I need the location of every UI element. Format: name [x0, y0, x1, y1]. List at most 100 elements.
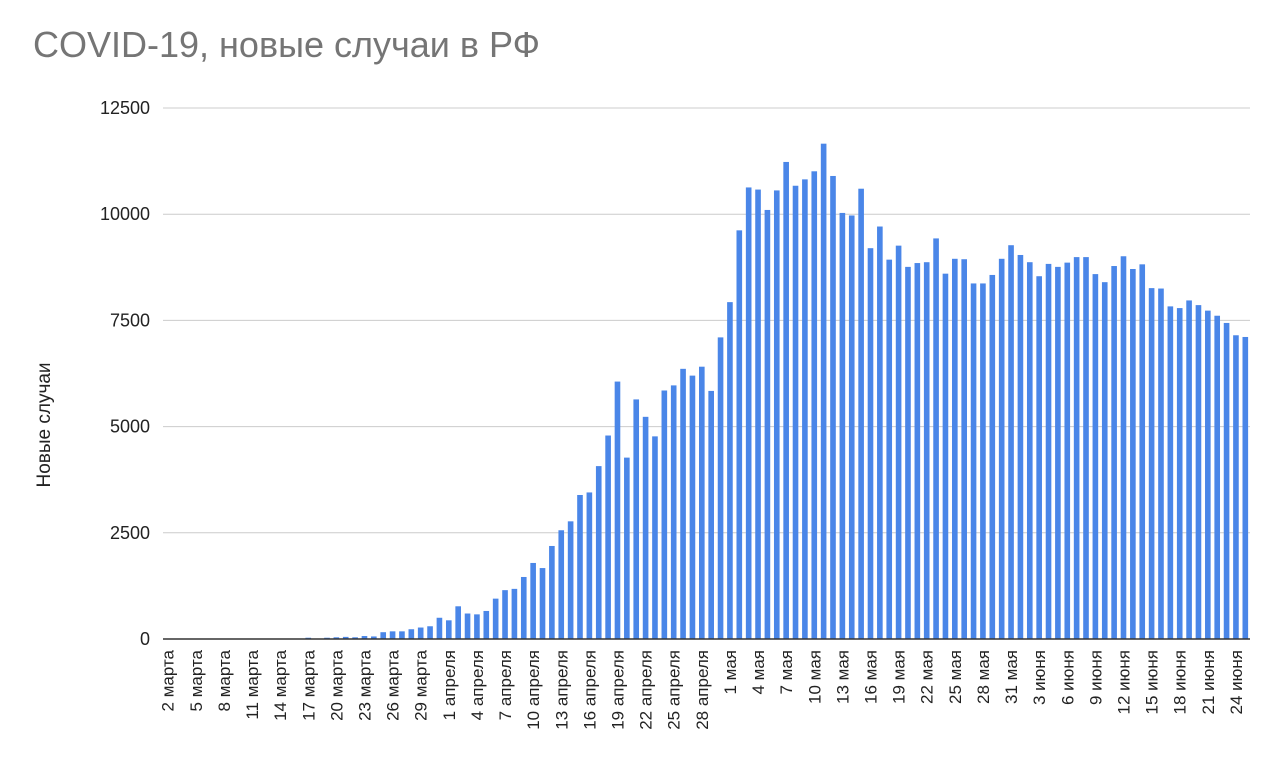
- bar: 5 июня: 8760: [1055, 266, 1061, 639]
- bar: 20 марта: 40: [333, 637, 340, 639]
- bar: 24 марта: 60: [371, 636, 377, 639]
- bar: 2 апреля: 770: [455, 606, 461, 639]
- bar: 4 апреля: 580: [474, 614, 480, 639]
- bar: 6 апреля: 950: [492, 598, 499, 639]
- bar: 11 июня: 8780: [1111, 266, 1117, 639]
- bar: 23 апреля: 4770: [652, 436, 658, 639]
- bar: 30 апреля: 7100: [717, 337, 724, 639]
- x-tick-label: 8 марта: [215, 649, 234, 711]
- x-axis-ticks: 2 марта 5 марта 8 марта 11 марта 14 марта 17 …: [159, 649, 1246, 729]
- x-tick-label: 6 июня: [1058, 650, 1077, 705]
- bar: 16 мая: 9200: [867, 248, 874, 639]
- x-tick-label: 22 апреля: [637, 650, 656, 730]
- bar: 2 июня: 8870: [1026, 262, 1033, 639]
- bar: 17 июня: 7830: [1167, 306, 1174, 639]
- x-tick-label: 25 апреля: [665, 650, 684, 730]
- bar: 22 июня: 7610: [1214, 315, 1221, 639]
- bar: 6 июня: 8860: [1064, 262, 1071, 639]
- bar: 20 мая: 8760: [905, 266, 911, 639]
- bar: 8 мая: 10670: [792, 185, 799, 640]
- bar: 18 мая: 8930: [886, 259, 893, 639]
- bar: 26 марта: 180: [389, 631, 396, 639]
- x-tick-label: 19 апреля: [608, 650, 627, 730]
- bar: 16 апреля: 3450: [586, 492, 593, 639]
- x-tick-label: 1 мая: [721, 650, 740, 695]
- x-tick-label: 25 мая: [946, 650, 965, 704]
- x-tick-label: 5 марта: [187, 649, 206, 711]
- bar: 21 марта: 50: [342, 636, 349, 639]
- bar: 31 марта: 500: [436, 617, 443, 639]
- x-tick-label: 4 мая: [749, 650, 768, 695]
- x-tick-label: 19 мая: [890, 650, 909, 704]
- bars: 2 марта: 23 марта: 04 марта: 05 марта: 0…: [164, 143, 1249, 640]
- bar: 8 апреля: 1180: [511, 588, 518, 639]
- bar: 14 июня: 8820: [1139, 264, 1146, 639]
- bar: 12 мая: 10900: [830, 175, 836, 639]
- bar: 21 апреля: 5640: [633, 399, 640, 639]
- y-axis-ticks: 0 2500 5000 7500 10000 12500: [100, 98, 150, 649]
- bar: 6 мая: 10560: [773, 190, 780, 639]
- x-tick-label: 15 июня: [1143, 650, 1162, 714]
- bar: 2 мая: 9620: [736, 230, 743, 639]
- bar: 12 апреля: 2190: [549, 545, 555, 639]
- bar: 15 мая: 10600: [858, 188, 864, 639]
- x-tick-label: 26 марта: [384, 649, 403, 720]
- bar: 14 апреля: 2770: [567, 521, 574, 639]
- bar: 13 мая: 10030: [839, 212, 846, 639]
- bar: 3 апреля: 600: [464, 613, 471, 639]
- x-tick-label: 10 мая: [805, 650, 824, 704]
- bar: 27 апреля: 6200: [689, 375, 696, 639]
- x-tick-label: 14 марта: [271, 649, 290, 720]
- bar: 25 июня: 7110: [1242, 336, 1249, 639]
- x-tick-label: 12 июня: [1115, 650, 1134, 714]
- bar: 10 апреля: 1790: [530, 562, 536, 639]
- bar: 10 июня: 8400: [1101, 282, 1108, 639]
- bar: 5 апреля: 660: [483, 610, 490, 639]
- x-tick-label: 20 марта: [327, 649, 346, 720]
- bar: 7 мая: 11230: [783, 161, 789, 639]
- bar: 23 марта: 70: [361, 636, 368, 639]
- bar: 27 марта: 180: [399, 631, 405, 639]
- bar: 28 апреля: 6410: [699, 366, 705, 639]
- x-tick-label: 9 июня: [1086, 650, 1105, 705]
- bar: 9 июня: 8590: [1092, 274, 1099, 639]
- bar: 9 мая: 10820: [802, 179, 808, 639]
- bar: 4 мая: 10580: [755, 189, 761, 639]
- x-tick-label: 23 марта: [355, 649, 374, 720]
- bar: 31 мая: 9270: [1008, 245, 1014, 639]
- bar: 17 мая: 9710: [877, 226, 883, 639]
- bar: 29 мая: 8570: [989, 274, 996, 639]
- bar: 19 июня: 7970: [1186, 300, 1192, 639]
- x-tick-label: 13 мая: [833, 650, 852, 704]
- bar: 3 мая: 10630: [745, 187, 752, 639]
- bar: 28 марта: 230: [408, 629, 415, 639]
- chart-title: COVID-19, новые случаи в РФ: [33, 24, 540, 65]
- bar: 19 апреля: 6060: [614, 381, 621, 639]
- bar: 28 мая: 8370: [980, 283, 986, 639]
- bar: 30 мая: 8950: [998, 258, 1005, 639]
- x-tick-label: 3 июня: [1030, 650, 1049, 705]
- y-tick-label: 2500: [110, 523, 150, 543]
- bar: 1 мая: 7930: [727, 302, 733, 639]
- bar: 24 апреля: 5850: [661, 390, 668, 639]
- bar: 4 июня: 8830: [1045, 263, 1052, 639]
- x-tick-label: 22 мая: [918, 650, 937, 704]
- bar: 11 апреля: 1670: [539, 568, 546, 639]
- y-tick-label: 0: [140, 629, 150, 649]
- bar: 25 апреля: 5970: [670, 385, 677, 639]
- bar: 24 июня: 7150: [1233, 335, 1239, 639]
- bar: 26 мая: 8940: [961, 259, 967, 639]
- x-tick-label: 13 апреля: [552, 650, 571, 730]
- bar: 15 апреля: 3390: [577, 494, 583, 639]
- bar: 18 апреля: 4790: [605, 435, 611, 639]
- bar: 26 апреля: 6360: [680, 368, 686, 639]
- x-tick-label: 16 мая: [861, 650, 880, 704]
- bar: 29 апреля: 5840: [708, 390, 714, 639]
- x-tick-label: 2 марта: [159, 649, 178, 711]
- bar: 9 апреля: 1460: [520, 576, 527, 639]
- x-tick-label: 10 апреля: [524, 650, 543, 730]
- bar: 30 марта: 300: [427, 626, 433, 639]
- bar: 13 июня: 8710: [1130, 269, 1136, 639]
- bar: 22 марта: 40: [352, 637, 358, 639]
- y-tick-label: 10000: [100, 204, 150, 224]
